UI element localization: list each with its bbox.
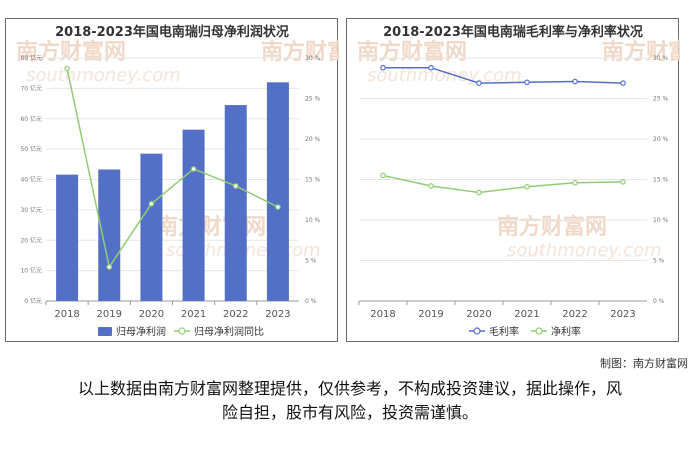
legend-swatch-bar	[98, 327, 112, 336]
watermark-latin: southmoney.com	[367, 65, 522, 86]
legend-label: 归母净利润同比	[194, 325, 264, 338]
legend-label: 净利率	[551, 325, 581, 338]
x-axis-tick-label: 2018	[54, 309, 79, 320]
right-axis-tick-label: 25 %	[653, 96, 669, 103]
series-line	[382, 174, 624, 194]
series-point	[380, 64, 386, 71]
right-axis-tick-label: 20 %	[305, 136, 321, 143]
right-axis-tick-label: 10 %	[653, 217, 669, 224]
right-axis-tick-label: 20 %	[653, 136, 669, 143]
left-axis-tick-label: 30 亿元	[20, 206, 42, 214]
bar	[98, 169, 121, 301]
x-axis-tick-label: 2021	[514, 309, 539, 320]
series-point	[476, 189, 482, 196]
chart-title: 2018-2023年国电南瑞归母净利润状况	[55, 24, 289, 40]
margin-chart: 南方财富网southmoney.com南方财富网southmoney.com南方…	[357, 24, 680, 338]
right-axis-tick-label: 5 %	[305, 258, 317, 265]
legend-swatch-point	[178, 327, 186, 335]
chart-credit: 制图：南方财富网	[600, 357, 688, 370]
left-axis-tick-label: 70 亿元	[20, 84, 42, 92]
left-axis-tick-label: 60 亿元	[20, 115, 42, 123]
right-axis-tick-label: 0 %	[653, 298, 665, 305]
left-axis-tick-label: 10 亿元	[20, 267, 42, 275]
series-point	[572, 179, 578, 186]
legend-label: 毛利率	[489, 325, 519, 338]
series-point	[524, 79, 530, 86]
series-point	[476, 80, 482, 86]
watermark-text: 南方财富网	[357, 39, 467, 65]
left-axis-tick-label: 50 亿元	[20, 145, 42, 153]
right-axis-tick-label: 10 %	[305, 217, 321, 224]
watermark-text: 南方财富网	[497, 214, 607, 240]
right-axis-tick-label: 15 %	[653, 177, 669, 184]
series-point	[524, 183, 530, 190]
x-axis-tick-label: 2021	[181, 309, 206, 320]
x-axis-tick-label: 2020	[466, 309, 491, 320]
bar	[266, 82, 289, 301]
right-chart-panel: 南方财富网 southmoney.com 南方财富网 southmoney.com 南方…	[346, 18, 680, 342]
left-axis-tick-label: 80 亿元	[20, 54, 42, 62]
yoy-line	[66, 68, 279, 269]
yoy-point	[106, 264, 113, 270]
x-axis-tick-label: 2019	[97, 309, 122, 320]
bar	[56, 174, 79, 301]
watermark: 南方财富网southmoney.com南方财富网southmoney.com南方…	[357, 39, 680, 261]
x-axis-tick-label: 2019	[418, 309, 443, 320]
series-point	[620, 179, 626, 185]
disclaimer-line-2: 险自担，股市有风险，投资需谨慎。	[221, 403, 478, 422]
disclaimer-line-1: 以上数据由南方财富网整理提供，仅供参考，不构成投资建议，据此操作，风	[77, 379, 622, 398]
bar	[182, 129, 205, 301]
chart-title: 2018-2023年国电南瑞毛利率与净利率状况	[383, 24, 643, 40]
right-axis-tick-label: 5 %	[653, 258, 665, 265]
left-axis-tick-label: 20 亿元	[20, 236, 42, 244]
series-line	[383, 66, 624, 84]
yoy-point	[148, 201, 155, 207]
x-axis-tick-label: 2020	[139, 309, 164, 320]
watermark-latin: southmoney.com	[26, 65, 181, 86]
series-point	[380, 172, 386, 179]
yoy-point	[275, 204, 281, 210]
right-axis-tick-label: 30 %	[305, 55, 321, 62]
right-axis-tick-label: 25 %	[305, 96, 321, 103]
series-point	[428, 64, 434, 71]
yoy-point	[232, 183, 239, 189]
series-point	[620, 80, 626, 86]
right-axis-tick-label: 30 %	[653, 55, 669, 62]
bar	[140, 153, 163, 301]
series-point	[428, 183, 434, 189]
legend-swatch-point	[535, 327, 543, 335]
x-axis-tick-label: 2022	[562, 309, 587, 320]
left-axis-tick-label: 40 亿元	[20, 176, 42, 184]
x-axis-tick-label: 2023	[610, 309, 635, 320]
yoy-point	[64, 65, 70, 72]
watermark-text: 南方财富网	[261, 39, 339, 65]
right-axis-tick-label: 0 %	[305, 298, 317, 305]
net-profit-chart: 南方财富网southmoney.com南方财富网southmoney.com南方…	[16, 24, 339, 338]
bar	[224, 105, 247, 301]
x-axis-tick-label: 2018	[370, 309, 395, 320]
disclaimer: 以上数据由南方财富网整理提供，仅供参考，不构成投资建议，据此操作，风 险自担，股…	[0, 377, 700, 425]
left-chart-panel: 南方财富网southmoney.com南方财富网southmoney.com南方…	[5, 18, 339, 342]
series-point	[572, 78, 578, 85]
legend-swatch-point	[473, 327, 481, 335]
watermark-text: 南方财富网	[602, 39, 680, 65]
x-axis-tick-label: 2022	[223, 309, 248, 320]
watermark-latin: southmoney.com	[507, 240, 662, 261]
watermark-text: 南方财富网	[16, 39, 126, 65]
watermark-text: 南方财富网	[156, 214, 266, 240]
legend-label: 归母净利润	[116, 325, 166, 338]
yoy-point	[190, 166, 197, 172]
x-axis-tick-label: 2023	[265, 309, 290, 320]
left-axis-tick-label: 0 亿元	[24, 297, 42, 305]
right-axis-tick-label: 15 %	[305, 177, 321, 184]
